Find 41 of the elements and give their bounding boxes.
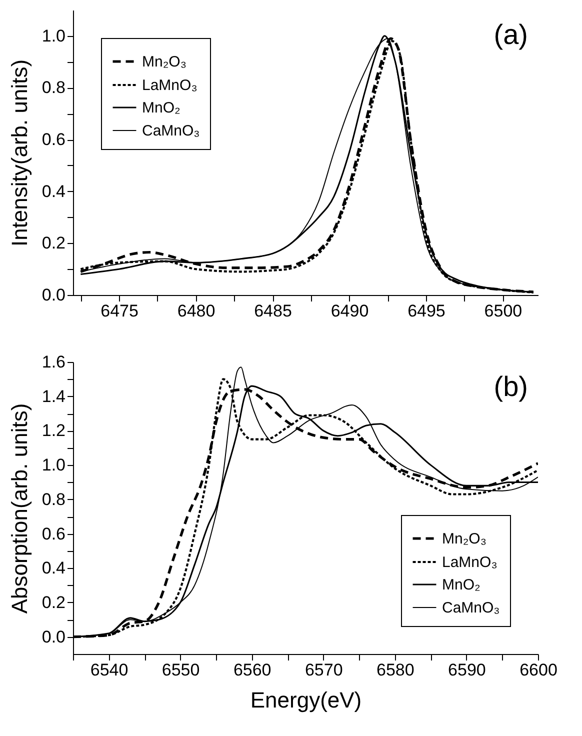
y-tick-label: 1.2 bbox=[42, 421, 66, 440]
legend-label: CaMnO₃ bbox=[442, 600, 500, 616]
x-tick-label: 6480 bbox=[177, 302, 216, 320]
x-tick-label: 6490 bbox=[330, 302, 369, 320]
x-tick-label: 6590 bbox=[448, 660, 486, 680]
x-tick-label: 6570 bbox=[304, 660, 343, 680]
x-tick-label: 6485 bbox=[254, 302, 292, 320]
x-tick-label: 6500 bbox=[484, 302, 522, 320]
legend-label: CaMnO₃ bbox=[142, 122, 200, 140]
y-tick-label: 0.2 bbox=[42, 234, 66, 253]
x-tick-label: 6540 bbox=[90, 660, 128, 680]
y-tick-label: 0.6 bbox=[42, 524, 66, 544]
y-tick-label: 1.0 bbox=[42, 26, 66, 46]
legend-label: Mn₂O₃ bbox=[442, 530, 486, 548]
y-axis-title: Intensity(arb. units) bbox=[6, 59, 32, 247]
y-tick-label: 1.0 bbox=[42, 456, 66, 475]
y-tick-label: 0.2 bbox=[42, 592, 66, 612]
legend-label: Mn₂O₃ bbox=[142, 54, 186, 70]
y-tick-label: 1.6 bbox=[42, 352, 66, 372]
legend-label: LaMnO₃ bbox=[142, 77, 198, 94]
legend-label: LaMnO₃ bbox=[442, 554, 498, 571]
y-tick-label: 0.8 bbox=[42, 490, 66, 509]
y-tick-label: 1.4 bbox=[42, 386, 66, 406]
annotation: (a) bbox=[494, 19, 528, 50]
legend-label: MnO₂ bbox=[442, 576, 481, 594]
y-tick-label: 0.4 bbox=[42, 558, 66, 578]
annotation: (b) bbox=[494, 371, 528, 402]
x-tick-label: 6600 bbox=[520, 660, 558, 680]
y-tick-label: 0.0 bbox=[42, 627, 66, 646]
x-tick-label: 6550 bbox=[162, 660, 200, 680]
y-axis-title: Absorption(arb. units) bbox=[6, 403, 32, 614]
x-tick-label: 6560 bbox=[233, 660, 272, 680]
x-tick-label: 6475 bbox=[100, 302, 138, 320]
x-tick-label: 6580 bbox=[376, 660, 414, 680]
y-tick-label: 0.4 bbox=[42, 182, 66, 201]
legend-label: MnO₂ bbox=[142, 100, 181, 116]
y-tick-label: 0.8 bbox=[42, 78, 66, 98]
x-tick-label: 6495 bbox=[408, 302, 446, 320]
y-tick-label: 0.6 bbox=[42, 130, 66, 150]
x-axis-title: Energy(eV) bbox=[250, 688, 362, 712]
y-tick-label: 0.0 bbox=[42, 286, 66, 304]
